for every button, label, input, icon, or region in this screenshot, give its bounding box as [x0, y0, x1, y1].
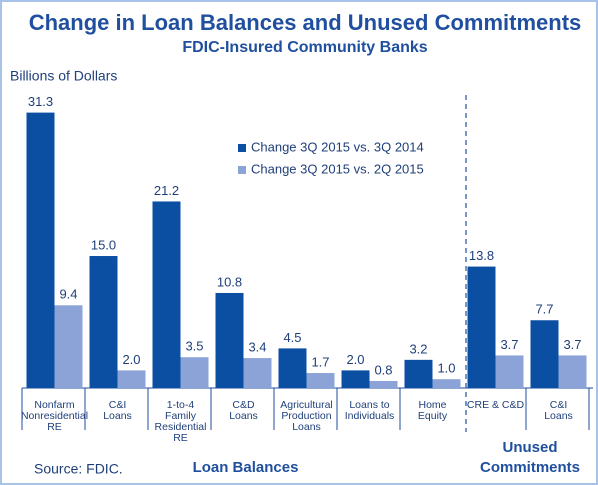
bar: [152, 201, 181, 388]
data-label: 1.7: [311, 354, 329, 369]
data-label: 3.2: [409, 341, 427, 356]
data-label: 10.8: [217, 274, 242, 289]
data-label: 4.5: [283, 330, 301, 345]
x-tick-label: RE: [173, 432, 188, 444]
legend-label: Change 3Q 2015 vs. 2Q 2015: [251, 161, 424, 176]
bar: [54, 305, 83, 388]
bar: [432, 379, 461, 388]
data-label: 3.5: [185, 339, 203, 354]
chart-title: Change in Loan Balances and Unused Commi…: [29, 10, 582, 35]
data-label: 3.4: [248, 340, 266, 355]
group-label: Loan Balances: [193, 459, 299, 476]
bar: [369, 380, 398, 388]
bar: [306, 373, 335, 388]
x-tick-label: CRE & C&D: [467, 399, 525, 411]
bar: [558, 355, 587, 388]
bar: [89, 256, 118, 388]
x-tick-label: C&I: [550, 399, 568, 411]
data-label: 31.3: [28, 94, 53, 109]
x-tick-label: Equity: [418, 410, 448, 422]
x-tick-label: Loans: [292, 421, 321, 433]
data-label: 15.0: [91, 237, 116, 252]
x-tick-label: Production: [281, 410, 331, 422]
x-tick-label: Loans: [103, 410, 132, 422]
x-tick-label: Residential: [155, 421, 207, 433]
data-label: 2.0: [346, 352, 364, 367]
x-tick-label: C&I: [109, 399, 127, 411]
group-label: Commitments: [480, 459, 580, 476]
data-label: 3.7: [500, 337, 518, 352]
x-tick-label: Family: [165, 410, 197, 422]
bar: [26, 112, 55, 388]
legend-swatch: [238, 144, 246, 152]
x-tick-label: 1-to-4: [167, 399, 195, 411]
x-tick-label: Nonresidential: [21, 410, 88, 422]
bar: [467, 266, 496, 388]
group-label: Unused: [502, 439, 557, 456]
data-label: 2.0: [122, 352, 140, 367]
data-label: 0.8: [374, 362, 392, 377]
x-tick-label: Agricultural: [280, 399, 333, 411]
data-label: 21.2: [154, 183, 179, 198]
data-label: 13.8: [469, 248, 494, 263]
x-tick-label: Loans: [544, 410, 573, 422]
bar: [117, 370, 146, 388]
bar: [530, 320, 559, 388]
x-tick-label: Loans to: [349, 399, 389, 411]
data-label: 7.7: [535, 302, 553, 317]
x-tick-label: Home: [418, 399, 446, 411]
bar: [341, 370, 370, 388]
bar: [215, 292, 244, 388]
data-label: 1.0: [437, 361, 455, 376]
bar: [404, 359, 433, 388]
source: Source: FDIC.: [34, 461, 123, 477]
y-axis-label: Billions of Dollars: [10, 68, 117, 84]
legend-label: Change 3Q 2015 vs. 3Q 2014: [251, 139, 424, 154]
bar: [243, 358, 272, 388]
data-label: 9.4: [59, 287, 77, 302]
bar: [278, 348, 307, 388]
x-tick-label: Nonfarm: [34, 399, 75, 411]
legend-swatch: [238, 166, 246, 174]
x-tick-label: Loans: [229, 410, 258, 422]
bar: [495, 355, 524, 388]
bar: [180, 357, 209, 388]
chart-subtitle: FDIC-Insured Community Banks: [182, 39, 427, 56]
data-label: 3.7: [563, 337, 581, 352]
x-tick-label: C&D: [232, 399, 255, 411]
x-tick-label: RE: [47, 421, 62, 433]
x-tick-label: Individuals: [345, 410, 395, 422]
